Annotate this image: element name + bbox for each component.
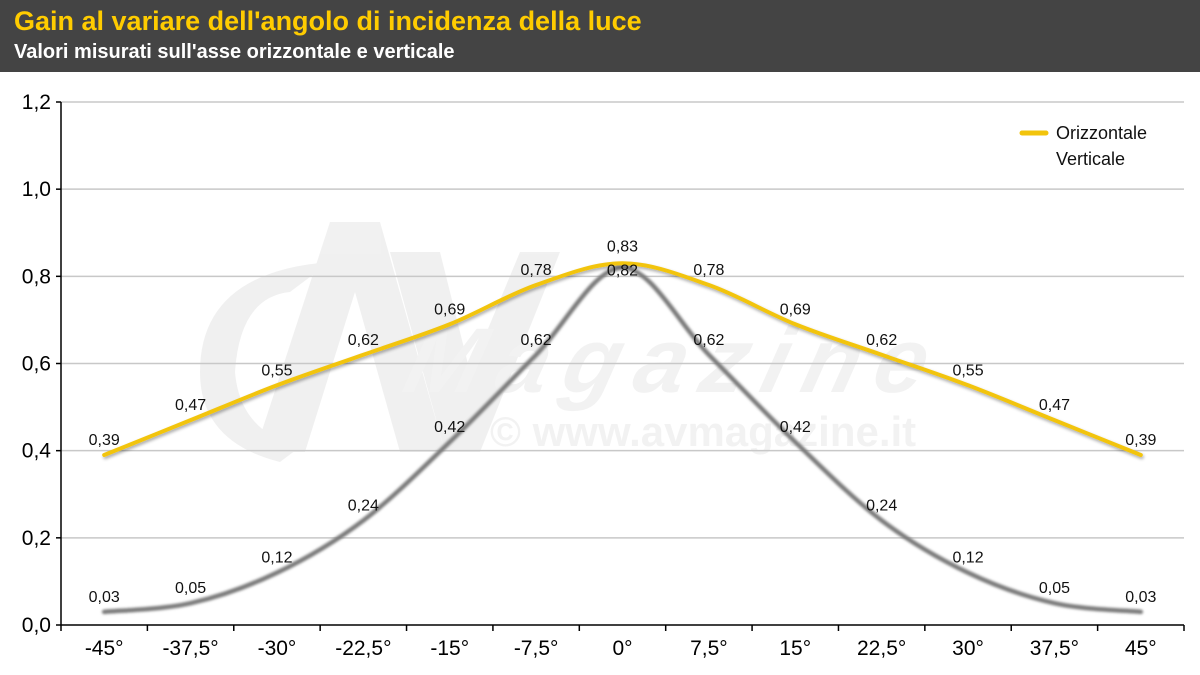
y-axis-ticks: 0,0 0,2 0,4 0,6 0,8 1,0 1,2 xyxy=(22,91,61,637)
data-label-orizzontale: 0,47 xyxy=(175,397,206,414)
data-label-orizzontale: 0,39 xyxy=(89,432,120,449)
data-label-orizzontale: 0,69 xyxy=(434,301,465,318)
data-label-verticale: 0,82 xyxy=(607,263,638,280)
x-tick-label: 22,5° xyxy=(857,637,906,660)
chart-header: Gain al variare dell'angolo di incidenza… xyxy=(0,0,1200,72)
y-tick-label: 0,0 xyxy=(22,614,51,637)
x-tick-label: 0° xyxy=(612,637,632,660)
data-label-orizzontale: 0,62 xyxy=(866,332,897,349)
x-tick-label: 7,5° xyxy=(690,637,728,660)
x-tick-label: 45° xyxy=(1125,637,1157,660)
grid xyxy=(61,101,1184,539)
data-label-verticale: 0,62 xyxy=(693,332,724,349)
y-tick-label: 1,0 xyxy=(22,178,51,201)
y-tick-label: 1,2 xyxy=(22,91,51,114)
line-chart: Magazine © www.avmagazine.it 0,00,20,40,… xyxy=(22,91,1185,660)
x-axis-ticks: -45° -37,5° -30° -22,5° -15° -7,5° 0° 7,5° 15° 22… xyxy=(60,625,1185,660)
y-tick-label: 0,4 xyxy=(22,440,52,463)
x-tick-label: -37,5° xyxy=(162,637,218,660)
data-label-verticale: 0,12 xyxy=(952,550,983,567)
x-tick-label: -22,5° xyxy=(335,637,391,660)
data-label-verticale: 0,24 xyxy=(348,497,379,514)
data-labels: 0,39 0,47 0,55 0,62 0,69 0,78 0,83 0,78 0,69 0,62… xyxy=(89,238,1157,606)
x-tick-label: -30° xyxy=(258,637,297,660)
data-label-orizzontale: 0,47 xyxy=(1039,397,1070,414)
legend-label-orizzontale: Orizzontale xyxy=(1056,123,1147,143)
series-line-verticale xyxy=(101,265,1144,615)
data-label-orizzontale: 0,39 xyxy=(1125,432,1156,449)
data-label-verticale: 0,03 xyxy=(1125,589,1156,606)
data-label-verticale: 0,05 xyxy=(1039,580,1070,597)
chart-title: Gain al variare dell'angolo di incidenza… xyxy=(14,6,642,36)
y-tick-label: 0,6 xyxy=(22,353,51,376)
y-tick-label: 0,8 xyxy=(22,265,51,288)
x-tick-label: -7,5° xyxy=(514,637,559,660)
x-tick-label: -45° xyxy=(85,637,124,660)
data-label-verticale: 0,42 xyxy=(780,419,811,436)
chart-subtitle: Valori misurati sull'asse orizzontale e … xyxy=(14,41,455,63)
data-label-verticale: 0,24 xyxy=(866,497,897,514)
x-tick-label: -15° xyxy=(430,637,469,660)
data-label-orizzontale: 0,55 xyxy=(952,362,983,379)
watermark-url: © www.avmagazine.it xyxy=(490,408,916,455)
x-tick-label: 30° xyxy=(952,637,984,660)
data-label-verticale: 0,05 xyxy=(175,580,206,597)
data-label-verticale: 0,42 xyxy=(434,419,465,436)
watermark: Magazine © www.avmagazine.it xyxy=(200,222,941,462)
x-tick-label: 37,5° xyxy=(1030,637,1079,660)
av-logo-icon xyxy=(200,222,560,462)
legend: Orizzontale Verticale xyxy=(1019,123,1147,169)
data-label-verticale: 0,12 xyxy=(261,550,292,567)
data-label-orizzontale: 0,83 xyxy=(607,238,638,255)
data-label-orizzontale: 0,69 xyxy=(780,301,811,318)
legend-label-verticale: Verticale xyxy=(1056,149,1125,169)
series-line-orizzontale xyxy=(102,261,1143,458)
data-label-verticale: 0,03 xyxy=(89,589,120,606)
data-label-verticale: 0,62 xyxy=(521,332,552,349)
x-tick-label: 15° xyxy=(779,637,811,660)
data-label-orizzontale: 0,78 xyxy=(521,262,552,279)
series-layer xyxy=(101,261,1144,615)
data-label-orizzontale: 0,55 xyxy=(261,362,292,379)
y-tick-label: 0,2 xyxy=(22,527,51,550)
data-label-orizzontale: 0,62 xyxy=(348,332,379,349)
data-label-orizzontale: 0,78 xyxy=(693,262,724,279)
